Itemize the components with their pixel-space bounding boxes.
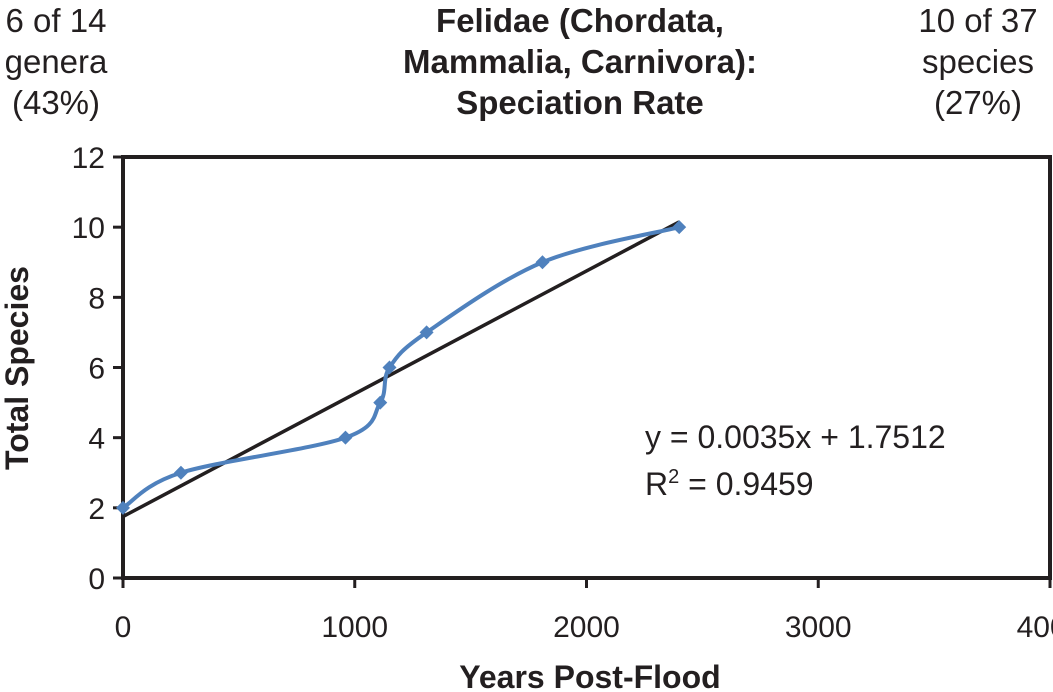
y-axis-label: Total Species — [0, 266, 35, 470]
chart-title-line-2: Mammalia, Carnivora): — [403, 43, 757, 80]
data-point-marker — [373, 395, 388, 410]
trendline-layer — [122, 220, 681, 519]
x-tick-label: 1000 — [321, 611, 388, 644]
right-corner-note: 10 of 37 species (27%) — [908, 0, 1048, 123]
series-layer — [116, 220, 687, 515]
y-tick-label: 6 — [88, 353, 105, 386]
data-point-marker — [535, 255, 550, 270]
y-tick-label: 4 — [88, 423, 105, 456]
trendline-equation: y = 0.0035x + 1.7512 — [645, 419, 946, 455]
y-tick-label: 12 — [72, 142, 105, 175]
r-squared-value: = 0.9459 — [679, 466, 813, 502]
x-tick-label: 2000 — [553, 611, 620, 644]
x-axis-label: Years Post-Flood — [459, 659, 720, 692]
right-note-line-1: 10 of 37 — [918, 2, 1038, 39]
chart-title: Felidae (Chordata, Mammalia, Carnivora):… — [330, 0, 830, 123]
chart-title-line-1: Felidae (Chordata, — [436, 2, 724, 39]
r-squared-r: R — [645, 466, 668, 502]
y-tick-label: 0 — [88, 563, 105, 596]
data-point-marker — [672, 220, 687, 235]
data-point-marker — [116, 500, 130, 515]
plot-area — [121, 155, 1052, 580]
left-note-line-1: 6 of 14 — [5, 2, 107, 39]
plot-border — [121, 155, 1052, 580]
r-squared-superscript: 2 — [668, 466, 679, 488]
data-point-marker — [338, 430, 353, 445]
y-tick-label: 8 — [88, 282, 105, 315]
left-corner-note: 6 of 14 genera (43%) — [0, 0, 126, 123]
left-note-line-2: genera — [4, 43, 108, 80]
y-tick-label: 2 — [88, 493, 105, 526]
right-note-line-3: (27%) — [933, 84, 1023, 121]
x-tick-label: 3000 — [785, 611, 852, 644]
left-note-line-3: (43%) — [11, 84, 101, 121]
linear-trendline — [122, 220, 681, 519]
data-point-marker — [173, 465, 188, 480]
axis-ticks: 0 2 4 6 8 10 12 0 1000 2000 3000 4000 — [72, 142, 1053, 644]
data-point-marker — [419, 325, 434, 340]
right-note-line-2: species — [922, 43, 1034, 80]
x-tick-label: 0 — [115, 611, 132, 644]
r-squared-label: R2 = 0.9459 — [645, 466, 814, 502]
y-tick-label: 10 — [72, 212, 105, 245]
chart-title-line-3: Speciation Rate — [456, 84, 704, 121]
x-tick-label: 4000 — [1017, 611, 1053, 644]
data-point-marker — [382, 360, 397, 375]
